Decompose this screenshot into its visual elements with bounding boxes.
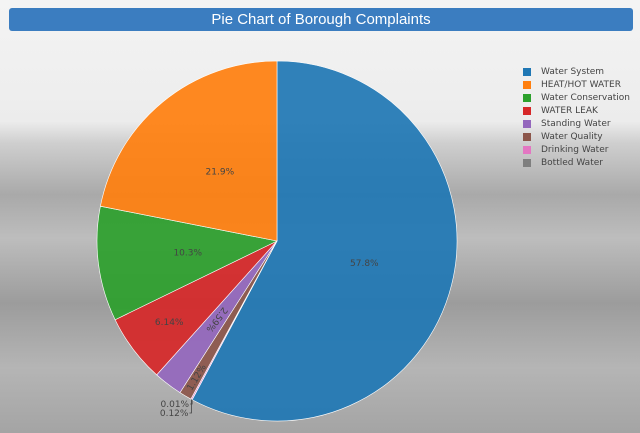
legend-item[interactable]: Drinking Water	[523, 143, 630, 156]
legend-swatch	[523, 106, 531, 115]
slice-label: 21.9%	[206, 167, 235, 177]
legend-label: Water System	[541, 66, 605, 77]
legend-item[interactable]: Water Conservation	[523, 91, 630, 104]
chart-title: Pie Chart of Borough Complaints	[9, 8, 633, 31]
slice-label: 0.01%	[161, 400, 190, 410]
legend: Water System HEAT/HOT WATER Water Conserva…	[523, 65, 630, 169]
pie-slice-water-conservation[interactable]	[96, 205, 278, 321]
legend-item[interactable]: HEAT/HOT WATER	[523, 78, 630, 91]
legend-label: Water Conservation	[541, 92, 630, 103]
legend-item[interactable]: WATER LEAK	[523, 104, 630, 117]
legend-label: Standing Water	[541, 118, 611, 129]
legend-label: Drinking Water	[541, 144, 609, 155]
legend-label: HEAT/HOT WATER	[541, 79, 621, 90]
legend-swatch	[523, 145, 531, 154]
legend-label: WATER LEAK	[541, 105, 598, 116]
legend-swatch	[523, 158, 531, 167]
legend-swatch	[523, 80, 531, 89]
slice-label: 0.12%	[160, 409, 189, 419]
legend-item[interactable]: Water System	[523, 65, 630, 78]
leader-line	[190, 399, 193, 405]
leader-line	[189, 399, 192, 414]
legend-swatch	[523, 119, 531, 128]
pie-slice-heat-hot-water[interactable]	[100, 60, 278, 242]
legend-item[interactable]: Water Quality	[523, 130, 630, 143]
slice-label: 10.3%	[173, 249, 202, 259]
pie-slice-water-system[interactable]	[191, 60, 458, 422]
legend-item[interactable]: Bottled Water	[523, 156, 630, 169]
legend-label: Bottled Water	[541, 157, 603, 168]
legend-item[interactable]: Standing Water	[523, 117, 630, 130]
legend-swatch	[523, 93, 531, 102]
slice-label: 57.8%	[350, 259, 379, 269]
legend-label: Water Quality	[541, 131, 603, 142]
legend-swatch	[523, 67, 531, 76]
legend-swatch	[523, 132, 531, 141]
slice-label: 6.14%	[155, 318, 184, 328]
